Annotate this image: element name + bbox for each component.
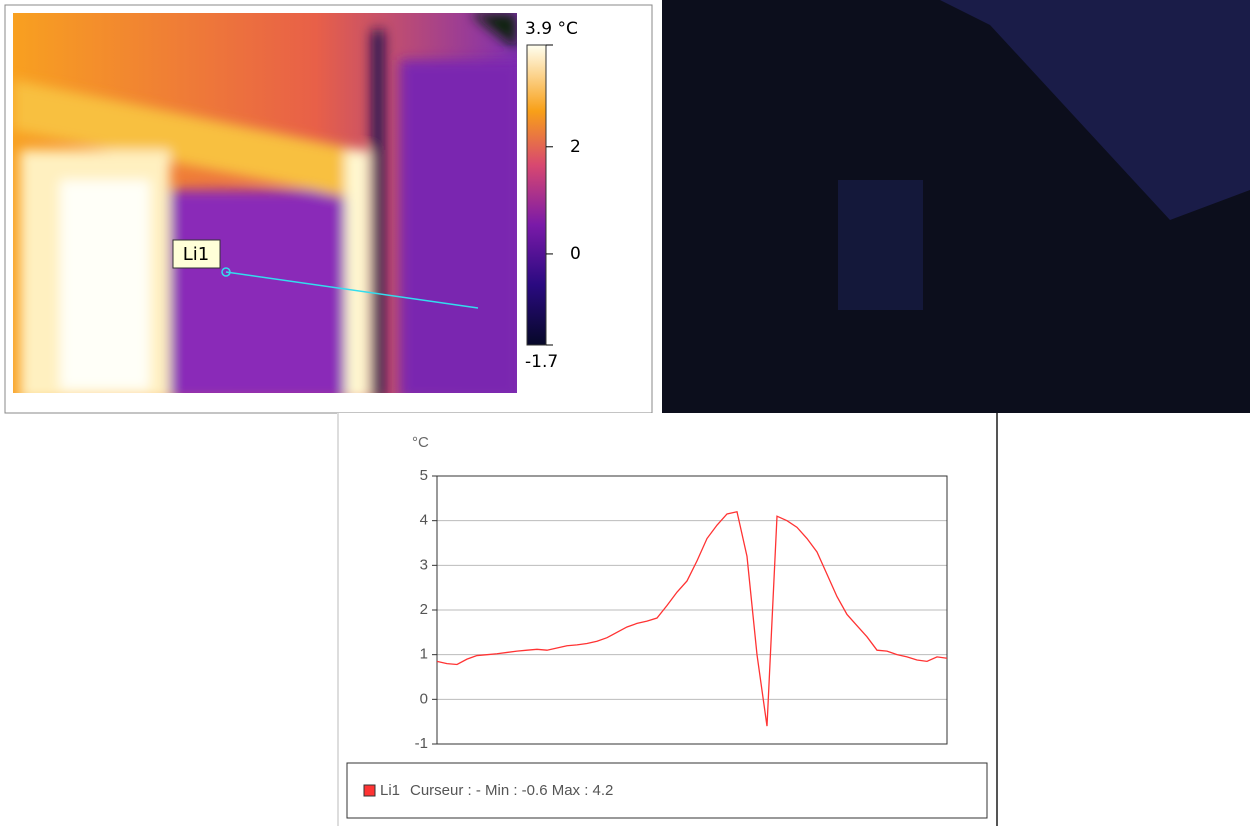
legend [346, 762, 988, 819]
marker-label-box [172, 239, 221, 269]
profile-start [221, 267, 231, 277]
y-tick-label: 1 [420, 646, 428, 663]
legend-text: Curseur : - Min : -0.6 Max : 4.2 [410, 782, 613, 799]
data-line [436, 510, 948, 727]
colorbar-label: 3.9 °C [525, 19, 578, 39]
y-axis-label: °C [412, 434, 429, 451]
marker-label: Li1 [183, 244, 209, 265]
profile-line [225, 271, 479, 309]
colorbar-label: -1.7 [525, 352, 558, 372]
colorbar [526, 44, 547, 346]
legend-swatch [363, 784, 376, 797]
y-tick-label: -1 [415, 735, 428, 752]
plot-frame [436, 475, 948, 745]
chart-panel [337, 413, 997, 826]
thermal-image [13, 13, 517, 393]
colorbar-label: 0 [570, 244, 581, 264]
legend-series: Li1 [380, 782, 400, 799]
photo-sky [662, 0, 1250, 220]
y-tick-label: 5 [420, 467, 428, 484]
y-tick-label: 3 [420, 556, 428, 573]
y-tick-label: 2 [420, 601, 428, 618]
colorbar-label: 2 [570, 137, 581, 157]
photo-window [838, 180, 923, 310]
y-tick-label: 4 [420, 512, 428, 529]
y-tick-label: 0 [420, 690, 428, 707]
